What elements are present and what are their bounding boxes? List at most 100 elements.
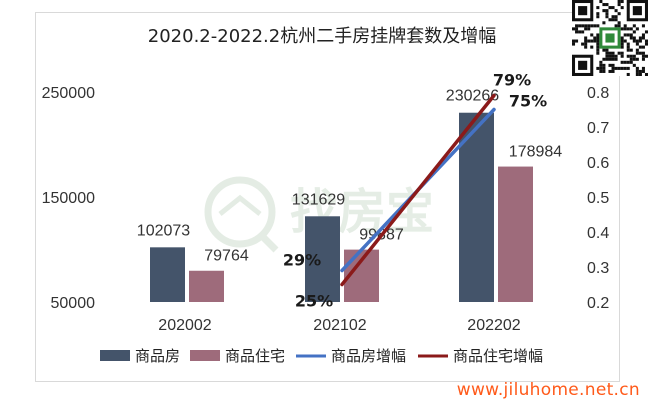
qr-module bbox=[638, 36, 642, 40]
qr-module bbox=[632, 54, 636, 58]
right-axis: 0.8 0.7 0.6 0.5 0.4 0.3 0.2 bbox=[587, 85, 609, 312]
bar-value-label: 131629 bbox=[292, 191, 345, 208]
bar-residential bbox=[189, 270, 224, 302]
qr-module bbox=[626, 33, 630, 37]
qr-module bbox=[605, 12, 609, 16]
qr-module bbox=[629, 27, 633, 31]
qr-module bbox=[623, 24, 627, 28]
right-tick-label: 0.2 bbox=[587, 295, 609, 312]
qr-module bbox=[641, 69, 645, 73]
qr-module bbox=[626, 45, 630, 49]
qr-module bbox=[605, 15, 609, 19]
qr-module bbox=[593, 24, 597, 28]
qr-module bbox=[626, 60, 630, 64]
qr-module bbox=[611, 15, 615, 19]
qr-module bbox=[635, 69, 639, 73]
bar-value-label: 79764 bbox=[204, 248, 249, 265]
qr-module bbox=[617, 24, 621, 28]
qr-module bbox=[590, 45, 594, 49]
bar-value-label: 102073 bbox=[137, 222, 190, 239]
qr-module bbox=[620, 27, 624, 31]
bar-value-label: 178984 bbox=[509, 144, 562, 161]
qr-module bbox=[632, 39, 636, 43]
qr-module bbox=[602, 21, 606, 25]
qr-module bbox=[638, 39, 642, 43]
qr-module bbox=[644, 30, 648, 34]
qr-module bbox=[632, 36, 636, 40]
qr-module bbox=[629, 54, 633, 58]
bar-value-label: 230266 bbox=[446, 88, 499, 105]
qr-module bbox=[620, 60, 624, 64]
growth-label: 75% bbox=[509, 92, 547, 111]
qr-module bbox=[632, 63, 636, 67]
qr-module bbox=[578, 30, 582, 34]
qr-module bbox=[617, 0, 621, 4]
qr-module bbox=[602, 63, 606, 67]
qr-module bbox=[581, 30, 585, 34]
growth-label: 25% bbox=[295, 292, 333, 311]
bar-commercial bbox=[459, 112, 494, 302]
qr-module bbox=[608, 54, 612, 58]
legend-label: 商品住宅增幅 bbox=[453, 347, 543, 365]
qr-module bbox=[611, 6, 615, 10]
legend-swatch bbox=[100, 350, 130, 361]
chart-title: 2020.2-2022.2杭州二手房挂牌套数及增幅 bbox=[148, 26, 496, 47]
qr-module bbox=[602, 66, 606, 70]
qr-module bbox=[617, 21, 621, 25]
qr-module bbox=[629, 60, 633, 64]
qr-module bbox=[608, 63, 612, 67]
qr-module bbox=[602, 57, 606, 61]
qr-module bbox=[614, 24, 618, 28]
qr-module bbox=[620, 42, 624, 46]
qr-module bbox=[608, 18, 612, 22]
qr-module bbox=[587, 24, 591, 28]
qr-module bbox=[641, 54, 645, 58]
qr-module bbox=[620, 51, 624, 55]
qr-module bbox=[587, 39, 591, 43]
x-tick-label: 202002 bbox=[158, 317, 211, 334]
qr-module bbox=[629, 57, 633, 61]
qr-module bbox=[599, 0, 603, 4]
qr-module bbox=[623, 27, 627, 31]
right-tick-label: 0.3 bbox=[587, 260, 609, 277]
qr-module bbox=[644, 39, 648, 43]
qr-module bbox=[602, 48, 606, 52]
qr-module bbox=[641, 24, 645, 28]
qr-module bbox=[623, 33, 627, 37]
qr-module bbox=[608, 6, 612, 10]
qr-module bbox=[641, 51, 645, 55]
qr-module bbox=[611, 66, 615, 70]
qr-module bbox=[617, 51, 621, 55]
qr-module bbox=[605, 3, 609, 7]
qr-module bbox=[641, 33, 645, 37]
qr-module bbox=[611, 57, 615, 61]
legend-swatch bbox=[190, 350, 220, 361]
qr-module bbox=[614, 18, 618, 22]
qr-module bbox=[575, 39, 579, 43]
growth-label: 29% bbox=[283, 251, 321, 270]
left-tick-label: 150000 bbox=[42, 190, 95, 207]
legend-label: 商品住宅 bbox=[225, 347, 285, 365]
qr-module bbox=[620, 0, 624, 4]
bar-commercial bbox=[305, 216, 340, 302]
qr-module bbox=[584, 45, 588, 49]
qr-module bbox=[626, 66, 630, 70]
qr-module bbox=[641, 36, 645, 40]
qr-module bbox=[635, 27, 639, 31]
qr-module bbox=[635, 51, 639, 55]
qr-module bbox=[614, 15, 618, 19]
qr-module bbox=[614, 57, 618, 61]
qr-module bbox=[626, 72, 630, 76]
qr-module bbox=[623, 66, 627, 70]
qr-finder bbox=[578, 60, 588, 70]
bar-commercial bbox=[150, 247, 185, 302]
bar-residential bbox=[498, 166, 533, 302]
qr-module bbox=[584, 42, 588, 46]
qr-code-image bbox=[572, 0, 648, 76]
qr-module bbox=[629, 33, 633, 37]
qr-module bbox=[596, 45, 600, 49]
qr-module bbox=[641, 57, 645, 61]
qr-module bbox=[620, 45, 624, 49]
